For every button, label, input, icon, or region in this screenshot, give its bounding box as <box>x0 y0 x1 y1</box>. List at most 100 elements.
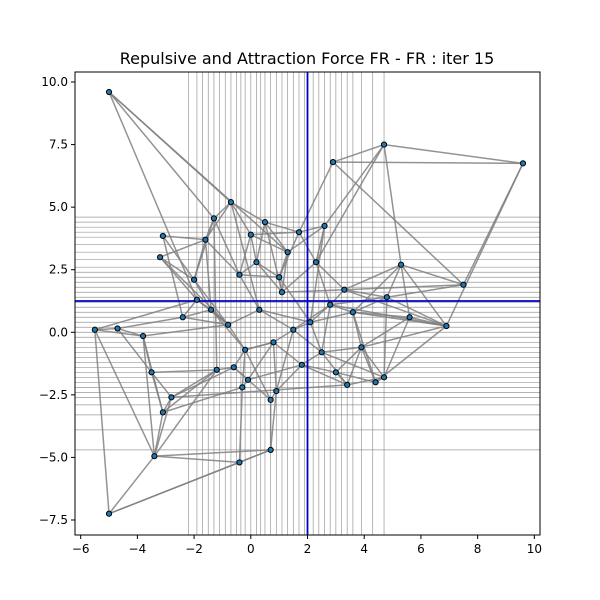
graph-edge <box>332 161 464 286</box>
graph-edge <box>335 346 362 373</box>
graph-node <box>256 306 263 313</box>
graph-edge <box>204 239 240 276</box>
graph-node <box>236 271 243 278</box>
graph-edge <box>233 349 246 368</box>
chart-title: Repulsive and Attraction Force FR - FR :… <box>120 49 495 68</box>
graph-edge <box>344 283 464 291</box>
graph-node <box>91 326 98 333</box>
graph-node <box>151 453 158 460</box>
graph-node <box>227 199 235 206</box>
graph-edge <box>400 263 464 286</box>
graph-edge <box>344 288 388 298</box>
graph-edge <box>162 369 218 413</box>
graph-edge <box>320 304 331 353</box>
graph-node <box>207 306 215 313</box>
graph-node <box>460 281 467 288</box>
graph-edge <box>301 351 323 366</box>
graph-node <box>239 384 246 391</box>
graph-edge <box>333 161 523 165</box>
graph-node <box>443 322 450 330</box>
graph-node <box>358 344 365 351</box>
graph-edge <box>315 261 331 305</box>
axes-ticks: −6 −4 −2 0 2 4 6 8 10 −7.5 −5.0 −2.5 0.0 2.5 5.0 7.5 10.… <box>39 75 542 556</box>
graph-edge <box>298 225 325 233</box>
graph-edge <box>281 261 317 293</box>
graph-edge <box>383 297 388 378</box>
x-tick-label: 6 <box>417 542 425 556</box>
graph-node <box>236 459 243 466</box>
graph-node <box>332 369 339 376</box>
graph-edge <box>94 329 110 514</box>
graph-edge <box>233 366 249 381</box>
graph-edge <box>269 391 278 450</box>
graph-edge <box>193 279 212 311</box>
graph-edge <box>344 264 402 291</box>
graph-edge <box>309 322 323 353</box>
graph-edge <box>275 329 295 392</box>
graph-node <box>397 261 405 268</box>
graph-edge <box>150 372 164 413</box>
graph-node <box>270 339 277 346</box>
graph-edge <box>309 304 331 323</box>
graph-edge <box>204 239 212 310</box>
graph-edge <box>287 225 325 253</box>
graph-edge <box>142 324 229 337</box>
graph-edge <box>241 349 246 388</box>
graph-edge <box>213 201 232 219</box>
graph-node <box>295 229 303 236</box>
graph-edge <box>323 144 385 227</box>
graph-node <box>105 510 113 517</box>
graph-node <box>344 381 351 388</box>
plot-content <box>75 72 540 535</box>
x-tick-label: 8 <box>474 542 482 556</box>
graph-edge <box>332 143 385 163</box>
graph-node <box>253 259 260 266</box>
graph-edge <box>244 349 272 401</box>
y-tick-label: −5.0 <box>39 450 68 464</box>
x-tick-label: −2 <box>185 542 203 556</box>
graph-node <box>383 294 390 301</box>
graph-node <box>321 222 328 230</box>
graph-edge <box>310 311 354 324</box>
graph-edge <box>445 163 524 327</box>
graph-edge <box>273 341 303 366</box>
graph-edge <box>238 274 260 311</box>
graph-edge <box>244 341 274 351</box>
graph-edge <box>330 304 447 327</box>
graph-edge <box>309 225 326 323</box>
graph-edge <box>255 222 266 263</box>
graph-node <box>168 394 175 401</box>
graph-node <box>210 215 218 222</box>
graph-node <box>380 141 388 148</box>
graph-edge <box>292 304 331 331</box>
graph-node <box>247 231 254 238</box>
graph-node <box>159 232 166 240</box>
graph-edge <box>239 273 280 278</box>
graph-edge <box>162 386 243 414</box>
graph-node <box>225 321 232 328</box>
graph-node <box>327 301 334 308</box>
graph-edge <box>344 289 447 327</box>
graph-node <box>242 346 249 353</box>
graph-edge <box>171 384 348 399</box>
graph-node <box>519 160 527 167</box>
graph-node <box>190 276 198 283</box>
graph-node <box>156 254 164 261</box>
graph-edge <box>386 296 447 327</box>
graph-edge <box>142 335 156 457</box>
graph-edge <box>250 234 258 263</box>
graph-edge <box>239 261 257 276</box>
graph-edge <box>278 276 311 323</box>
graph-edge <box>230 201 252 236</box>
graph-edge <box>108 91 289 253</box>
graph-edge <box>204 218 215 240</box>
graph-edge <box>108 91 215 219</box>
graph-edge <box>162 235 195 281</box>
graph-node <box>329 158 337 166</box>
plot-area <box>75 72 540 535</box>
graph-node <box>139 332 147 340</box>
graph-edge <box>400 264 448 327</box>
graph-edge <box>247 341 275 381</box>
